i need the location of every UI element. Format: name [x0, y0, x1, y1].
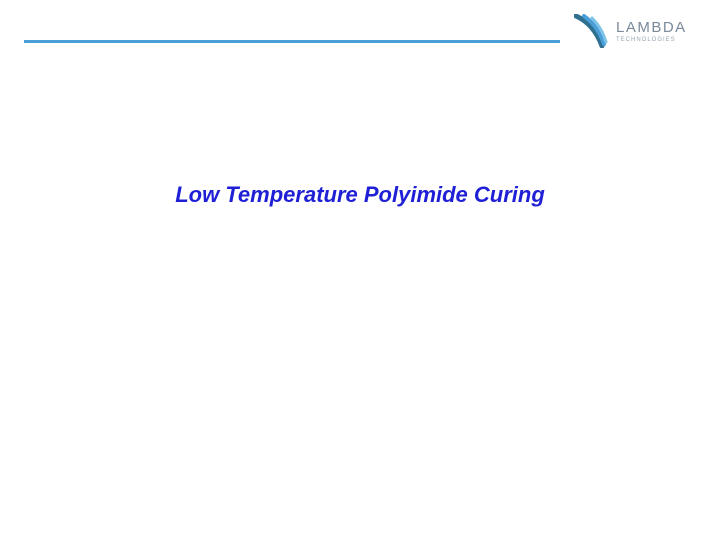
brand-name: LAMBDA [616, 20, 687, 35]
lambda-swoosh-icon [574, 14, 610, 48]
slide-title: Low Temperature Polyimide Curing [0, 182, 720, 208]
slide: LAMBDA TECHNOLOGIES Low Temperature Poly… [0, 0, 720, 540]
brand-logo: LAMBDA TECHNOLOGIES [574, 14, 702, 48]
brand-tagline: TECHNOLOGIES [616, 37, 687, 43]
brand-logo-text: LAMBDA TECHNOLOGIES [616, 20, 687, 43]
header-rule [24, 40, 560, 43]
